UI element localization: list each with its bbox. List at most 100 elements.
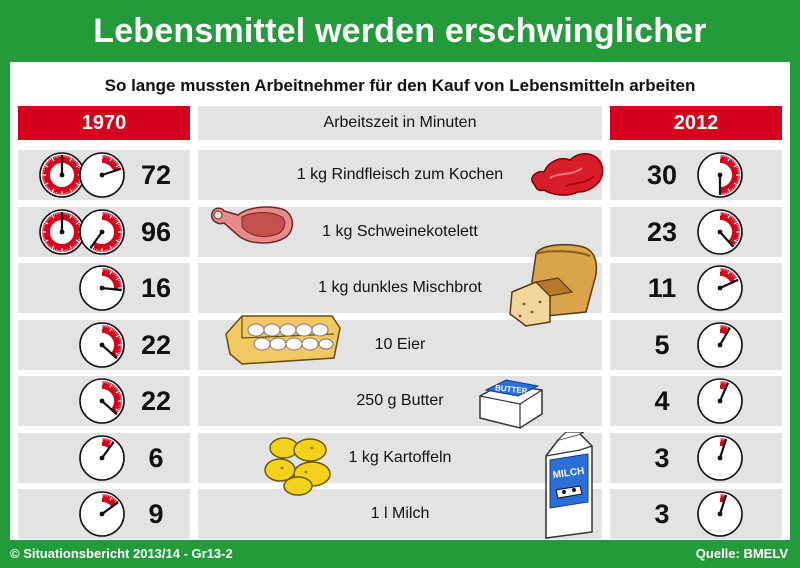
stopwatch-group	[697, 265, 743, 311]
chart-title: Lebensmittel werden erschwinglicher	[93, 12, 707, 50]
table-row: 22 10 Eier 5	[18, 319, 782, 370]
cell-2012: 3	[610, 489, 782, 539]
value-1970: 22	[140, 386, 172, 416]
stopwatch-group	[697, 208, 743, 255]
cell-2012: 11	[610, 263, 782, 313]
chart-panel: So lange mussten Arbeitnehmer für den Ka…	[10, 62, 790, 540]
value-1970: 22	[140, 329, 172, 360]
value-2012: 3	[654, 499, 670, 529]
table-row: 6 1 kg Kartoffeln 3	[18, 432, 782, 483]
value-1970: 96	[140, 216, 172, 247]
stopwatch-icon	[697, 152, 743, 198]
stopwatch-icon	[697, 208, 743, 255]
milk-carton-icon: MILCH	[545, 432, 593, 539]
stopwatch-group	[697, 152, 743, 198]
food-label: 250 g Butter	[356, 392, 444, 409]
table-row: 72 1 kg Rindfleisch zum Kochen 30	[18, 150, 782, 200]
stopwatch-group	[79, 378, 125, 424]
stopwatches-2012	[694, 320, 782, 370]
stopwatch-group	[39, 208, 125, 255]
cell-1970: 16	[18, 263, 190, 313]
stopwatches-1970	[18, 207, 128, 257]
value-1970: 6	[148, 442, 164, 473]
stopwatch-icon	[79, 491, 125, 537]
cell-1970: 22	[18, 376, 190, 426]
stopwatch-group	[79, 265, 125, 311]
stopwatches-1970	[18, 150, 128, 200]
value-1970: 72	[140, 160, 172, 190]
stopwatch-group	[39, 152, 125, 198]
source-note: Quelle: BMELV	[695, 546, 788, 561]
egg-carton-icon	[225, 315, 341, 365]
stopwatches-2012	[694, 489, 782, 539]
stopwatches-2012	[694, 433, 782, 483]
cell-1970: 6	[18, 432, 190, 483]
food-label: 1 l Milch	[370, 505, 430, 522]
stopwatch-icon	[39, 208, 85, 255]
copyright-note: © Situationsbericht 2013/14 - Gr13-2	[10, 546, 233, 561]
cell-2012: 30	[610, 150, 782, 200]
table-row: 9 1 l Milch 3	[18, 489, 782, 539]
stopwatch-icon	[79, 321, 125, 368]
stopwatch-icon	[697, 378, 743, 424]
cell-2012: 23	[610, 206, 782, 257]
stopwatches-2012	[694, 150, 782, 200]
stopwatch-group	[697, 321, 743, 368]
stopwatch-group	[697, 491, 743, 537]
stopwatch-icon	[697, 265, 743, 311]
food-label: 1 kg Rindfleisch zum Kochen	[296, 166, 504, 183]
cell-1970: 72	[18, 150, 190, 200]
stopwatch-icon	[697, 491, 743, 537]
value-2012: 4	[654, 386, 670, 416]
stopwatch-icon	[697, 321, 743, 368]
milk-label: MILCH	[552, 466, 585, 481]
potatoes-icon	[264, 437, 331, 496]
stopwatches-2012	[694, 376, 782, 426]
cell-2012: 4	[610, 376, 782, 426]
pork-chop-icon	[210, 206, 294, 244]
value-2012: 5	[654, 329, 670, 360]
stopwatch-group	[697, 434, 743, 481]
stopwatches-1970	[18, 263, 128, 313]
cell-1970: 22	[18, 319, 190, 370]
stopwatch-icon	[79, 208, 125, 255]
table-row: 16 1 kg dunkles Mischbrot 11	[18, 263, 782, 313]
stopwatches-1970	[18, 376, 128, 426]
stopwatch-icon	[39, 152, 85, 198]
chart-subtitle: So lange mussten Arbeitnehmer für den Ka…	[104, 76, 696, 95]
column-header-item: Arbeitszeit in Minuten	[198, 106, 602, 140]
value-2012: 23	[646, 216, 678, 247]
stopwatch-icon	[79, 378, 125, 424]
column-header-2012: 2012	[610, 106, 782, 140]
stopwatch-icon	[697, 434, 743, 481]
stopwatches-1970	[18, 433, 128, 483]
cell-2012: 3	[610, 432, 782, 483]
stopwatch-icon	[79, 265, 125, 311]
food-label: 1 kg Schweinekotelett	[322, 222, 478, 240]
value-1970: 9	[148, 499, 164, 529]
food-label: 1 kg Kartoffeln	[348, 448, 452, 466]
column-header-1970: 1970	[18, 106, 190, 140]
cell-item: 1 l Milch	[198, 489, 602, 539]
table-row: 22 250 g Butter 4	[18, 376, 782, 426]
cell-1970: 96	[18, 206, 190, 257]
stopwatches-1970	[18, 489, 128, 539]
stopwatch-group	[79, 491, 125, 537]
table-row: 96 1 kg Schweinekotelett 23	[18, 206, 782, 257]
butter-icon: BUTTER	[479, 379, 543, 429]
value-2012: 3	[654, 442, 670, 473]
cell-2012: 5	[610, 319, 782, 370]
stopwatches-2012	[694, 207, 782, 257]
bread-icon	[509, 243, 598, 327]
stopwatch-icon	[79, 152, 125, 198]
value-2012: 30	[646, 160, 678, 190]
value-1970: 16	[140, 273, 172, 303]
beef-icon	[531, 153, 604, 196]
stopwatch-group	[697, 378, 743, 424]
value-2012: 11	[647, 273, 677, 303]
food-label: 1 kg dunkles Mischbrot	[318, 279, 482, 296]
stopwatches-1970	[18, 320, 128, 370]
stopwatches-2012	[694, 263, 782, 313]
stopwatch-icon	[79, 434, 125, 481]
food-label: 10 Eier	[374, 335, 426, 353]
